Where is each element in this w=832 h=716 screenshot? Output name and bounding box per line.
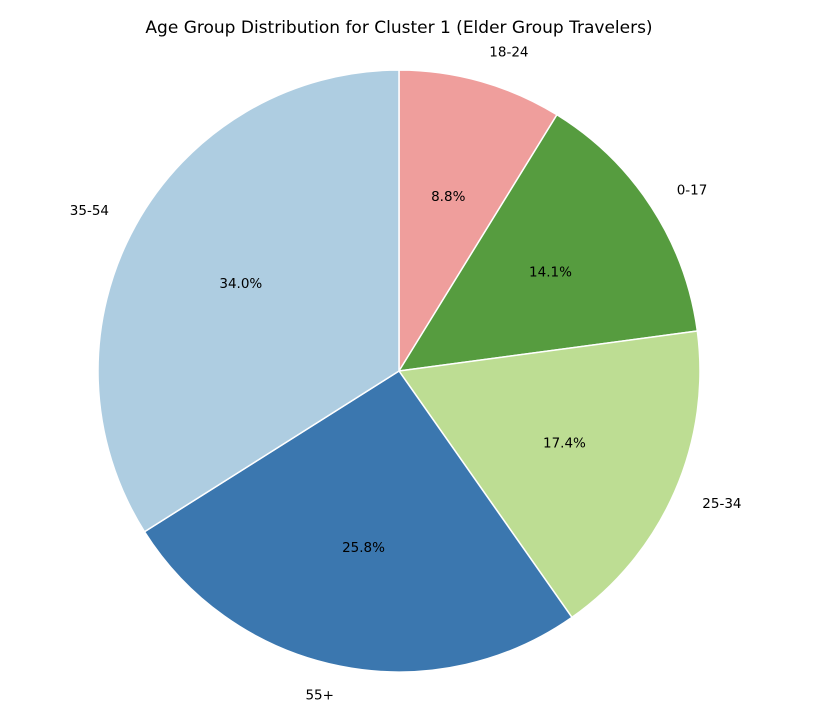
pie-slice-35-54 bbox=[97, 69, 400, 533]
percentage-label: 14.1% bbox=[529, 265, 572, 281]
chart-title: Age Group Distribution for Cluster 1 (El… bbox=[145, 18, 652, 38]
percentage-labels: 8.8% 14.1% 17.4% 25.8% 34.0% bbox=[219, 189, 586, 556]
category-label: 0-17 bbox=[677, 183, 708, 199]
category-label: 25-34 bbox=[702, 496, 741, 512]
pie-slices bbox=[97, 69, 701, 673]
percentage-label: 17.4% bbox=[543, 435, 586, 451]
pie-slice-0-17 bbox=[397, 113, 699, 372]
percentage-label: 34.0% bbox=[219, 276, 262, 292]
pie-slice-18-24 bbox=[398, 69, 558, 374]
category-label: 18-24 bbox=[489, 44, 528, 60]
pie-slice-55plus bbox=[143, 369, 573, 673]
percentage-label: 25.8% bbox=[342, 540, 385, 556]
category-label: 35-54 bbox=[70, 203, 109, 219]
percentage-label: 8.8% bbox=[431, 189, 465, 205]
category-labels: 18-24 0-17 25-34 55+ 35-54 bbox=[70, 44, 742, 703]
pie-slice-25-34 bbox=[397, 330, 701, 619]
category-label: 55+ bbox=[305, 688, 334, 704]
